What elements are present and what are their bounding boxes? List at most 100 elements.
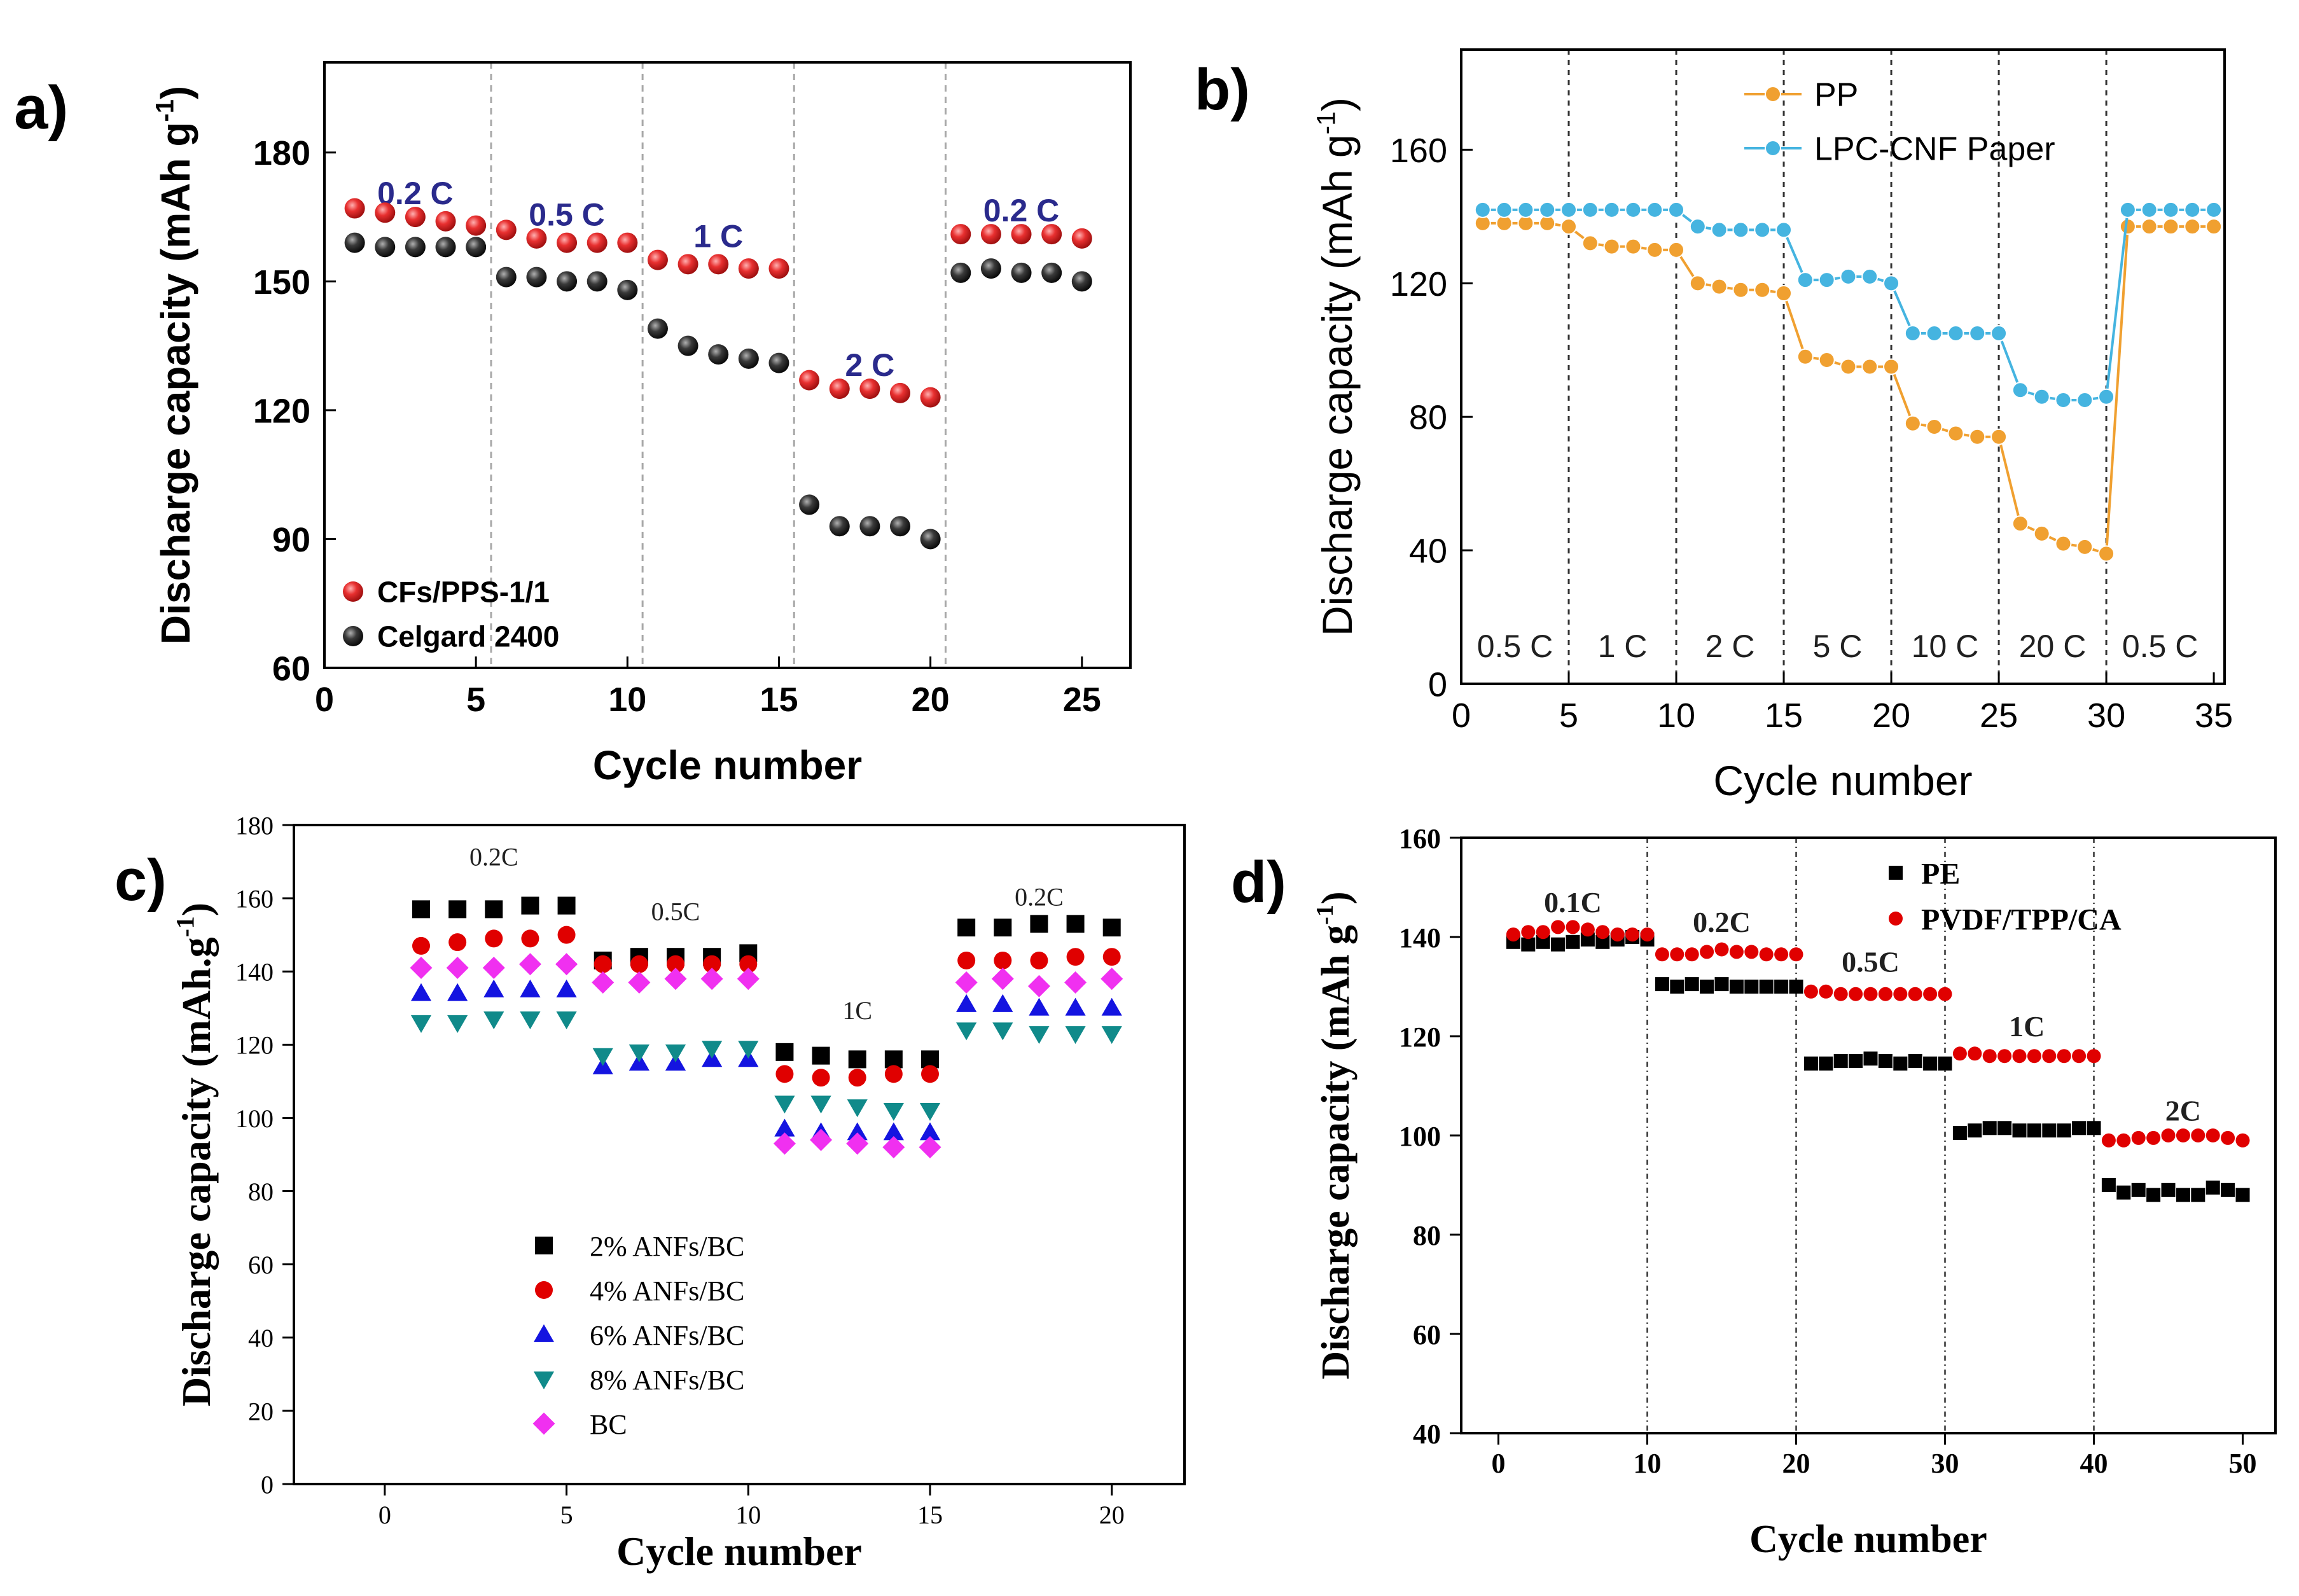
data-point (1655, 947, 1669, 962)
data-point (2119, 201, 2136, 218)
data-point (1560, 201, 1578, 218)
chart-panel-b: b) 0 5 10 15 20 25 30 35 0 40 80 120 160 Cycle number D… (1195, 48, 2233, 804)
data-point (1711, 221, 1728, 239)
y-tick-label: 40 (1409, 532, 1447, 571)
data-point (1923, 1056, 1938, 1071)
data-point (1926, 325, 1943, 342)
y-tick-label: 120 (235, 1031, 274, 1060)
data-point (955, 971, 978, 994)
data-point (1840, 268, 1857, 285)
data-point (1684, 947, 1699, 962)
data-point (883, 1103, 904, 1121)
data-point (2221, 1183, 2235, 1197)
data-point (2205, 218, 2223, 235)
rate-label: 10 C (1912, 628, 1979, 664)
data-point (1625, 201, 1642, 218)
data-point (1775, 221, 1793, 239)
data-point (738, 258, 759, 279)
data-point (2027, 1123, 2041, 1138)
data-point (344, 232, 365, 253)
data-point (882, 1135, 905, 1158)
data-point (1065, 1026, 1086, 1044)
data-point (1474, 201, 1491, 218)
data-point (980, 224, 1001, 245)
data-point (1732, 281, 1749, 298)
data-point (647, 318, 668, 339)
data-point (1560, 218, 1578, 235)
rate-label: 0.2C (1015, 883, 1064, 912)
data-point (1938, 987, 1952, 1001)
data-point (556, 1011, 577, 1030)
data-point (2116, 1133, 2131, 1148)
data-point (1969, 428, 1986, 445)
data-point (1536, 934, 1550, 949)
data-point (2057, 1123, 2071, 1138)
y-tick-label: 100 (235, 1104, 274, 1133)
data-point (774, 1118, 795, 1137)
data-point (829, 378, 850, 399)
series-4-anfs-bc (412, 926, 1121, 1087)
data-point (991, 968, 1014, 990)
x-axis-label: Cycle number (1749, 1518, 1987, 1561)
x-tick-label: 10 (735, 1501, 761, 1529)
data-point (1101, 968, 1123, 990)
y-tick-label: 80 (248, 1177, 274, 1206)
data-point (2235, 1133, 2250, 1148)
data-point (1796, 348, 1814, 365)
data-point (1923, 987, 1938, 1001)
data-point (859, 516, 880, 537)
x-tick-label: 20 (1872, 697, 1910, 735)
data-point (594, 955, 612, 973)
rate-label: 0.5 C (2122, 628, 2198, 664)
data-point (1029, 1026, 1050, 1044)
data-point (2235, 1188, 2250, 1202)
data-point (1581, 235, 1599, 252)
data-point (1102, 919, 1121, 937)
series-lpc-cnf-paper (1474, 201, 2223, 408)
data-point (1833, 1054, 1848, 1068)
chart-panel-c: c) 0 5 10 15 20 0 20 40 60 80 100 120 140 160 180 Cycle … (115, 811, 1186, 1574)
rate-label: 0.2C (1693, 906, 1751, 938)
legend-label: CFs/PPS-1/1 (377, 576, 550, 609)
data-point (708, 254, 729, 275)
data-point (344, 198, 365, 219)
data-point (592, 1048, 613, 1066)
data-point (1863, 987, 1878, 1001)
y-axis-label: Discharge capacity (mAh g-1) (1312, 97, 1361, 636)
x-tick-label: 15 (760, 681, 798, 719)
legend-label: Celgard 2400 (377, 620, 559, 653)
y-tick-label: 120 (253, 392, 310, 430)
data-point (2072, 1049, 2087, 1064)
legend-label: 4% ANFs/BC (590, 1275, 744, 1307)
data-point (533, 1371, 555, 1390)
data-point (956, 994, 977, 1012)
y-tick-label: 0 (261, 1470, 274, 1499)
data-point (2119, 218, 2136, 235)
data-point (647, 249, 668, 270)
x-tick-label: 0 (1492, 1448, 1506, 1479)
data-point (1904, 415, 1921, 432)
x-tick-label: 15 (917, 1501, 943, 1529)
y-tick-label: 60 (1413, 1319, 1441, 1350)
data-point (2162, 218, 2179, 235)
data-point (703, 955, 721, 973)
data-point (2205, 201, 2223, 218)
data-point (737, 968, 760, 990)
data-point (412, 936, 430, 955)
data-point (1968, 1046, 1982, 1061)
data-point (375, 237, 396, 258)
y-tick-label: 60 (248, 1251, 274, 1279)
data-point (1947, 325, 1964, 342)
x-tick-label: 30 (1931, 1448, 1959, 1479)
data-point (919, 1103, 941, 1121)
data-point (1729, 980, 1744, 994)
data-point (483, 979, 504, 997)
x-axis-label: Cycle number (593, 742, 862, 788)
data-point (1849, 1054, 1863, 1068)
data-point (2057, 1049, 2071, 1064)
data-point (677, 254, 698, 275)
data-point (1789, 947, 1803, 962)
data-point (2076, 538, 2094, 555)
data-point (1101, 1026, 1122, 1044)
data-point (1714, 942, 1729, 957)
